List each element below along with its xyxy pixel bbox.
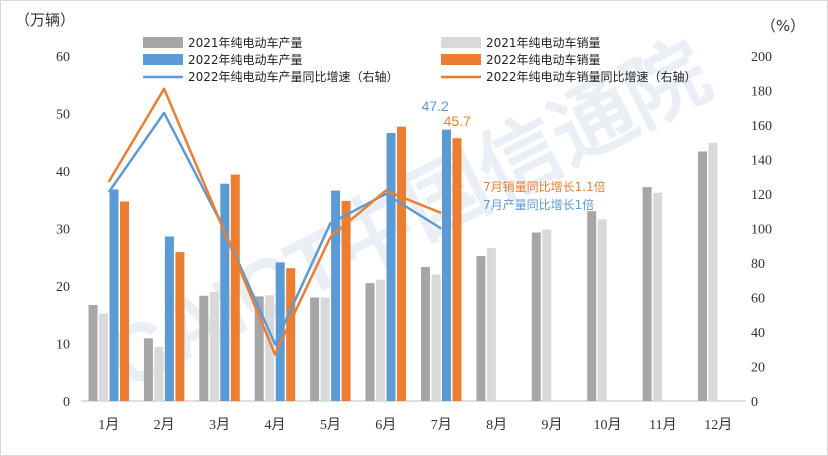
bar-2021年纯电动车销量 <box>265 295 275 401</box>
right-tick-label: 0 <box>751 395 758 410</box>
bar-2021年纯电动车产量 <box>199 295 209 401</box>
bar-2021年纯电动车产量 <box>698 151 707 401</box>
right-tick-label: 60 <box>751 292 765 307</box>
bar-2021年纯电动车销量 <box>320 297 330 401</box>
bar-2022年纯电动车产量 <box>220 183 230 401</box>
annotation: 7月产量同比增长1倍 <box>483 197 594 212</box>
left-tick-label: 10 <box>56 338 70 353</box>
bar-2022年纯电动车销量 <box>397 126 406 401</box>
right-tick-label: 20 <box>751 361 765 376</box>
bar-2021年纯电动车销量 <box>431 274 441 401</box>
legend-swatch <box>441 54 481 65</box>
line-2022年纯电动车销量同比增速（右轴） <box>107 87 442 356</box>
bar-2021年纯电动车销量 <box>597 219 607 401</box>
x-tick-label: 9月 <box>542 417 563 433</box>
bar-2021年纯电动车销量 <box>209 291 219 402</box>
bar-2021年纯电动车产量 <box>642 187 652 401</box>
right-tick-label: 80 <box>751 257 765 272</box>
bar-2021年纯电动车产量 <box>476 256 486 401</box>
x-tick-label: 2月 <box>154 417 175 433</box>
bar-2022年纯电动车销量 <box>286 268 296 401</box>
right-tick-label: 100 <box>751 223 772 238</box>
right-tick-label: 140 <box>751 154 772 169</box>
data-label: 45.7 <box>444 113 471 129</box>
right-tick-label: 120 <box>751 188 772 203</box>
bar-2021年纯电动车产量 <box>88 305 98 401</box>
x-tick-label: 11月 <box>649 417 676 433</box>
legend-label: 2021年纯电动车销量 <box>486 35 601 50</box>
legend-label: 2022年纯电动车销量同比增速（右轴） <box>486 69 697 84</box>
bar-2022年纯电动车产量 <box>442 129 451 401</box>
bar-2022年纯电动车销量 <box>230 174 240 401</box>
bar-2021年纯电动车产量 <box>421 267 430 401</box>
bar-2022年纯电动车销量 <box>175 252 185 401</box>
legend-swatch <box>143 37 183 48</box>
bar-2022年纯电动车产量 <box>164 236 174 401</box>
bar-2022年纯电动车销量 <box>120 201 129 401</box>
bar-2022年纯电动车销量 <box>341 200 351 401</box>
bar-2022年纯电动车销量 <box>452 138 462 401</box>
left-tick-label: 50 <box>56 108 70 123</box>
bar-2021年纯电动车销量 <box>376 279 385 401</box>
bar-2021年纯电动车销量 <box>486 248 496 401</box>
bar-2022年纯电动车产量 <box>331 190 341 401</box>
left-tick-label: 20 <box>56 280 70 295</box>
bar-2021年纯电动车产量 <box>587 211 597 401</box>
right-axis-unit: （%） <box>761 17 805 35</box>
bar-2021年纯电动车销量 <box>154 346 164 401</box>
legend-label: 2022年纯电动车产量同比增速（右轴） <box>188 69 399 84</box>
bar-2021年纯电动车销量 <box>542 229 552 401</box>
right-tick-label: 40 <box>751 326 765 341</box>
legend-swatch <box>143 54 183 65</box>
x-tick-label: 10月 <box>593 417 621 433</box>
left-tick-label: 0 <box>63 395 70 410</box>
legend-label: 2021年纯电动车产量 <box>188 35 303 50</box>
x-tick-label: 7月 <box>431 417 452 433</box>
x-tick-label: 6月 <box>375 417 396 433</box>
bar-2022年纯电动车产量 <box>109 189 119 401</box>
line-2022年纯电动车产量同比增速（右轴） <box>107 111 442 346</box>
bar-2022年纯电动车产量 <box>386 133 396 401</box>
bar-2021年纯电动车产量 <box>143 338 153 401</box>
data-label: 47.2 <box>422 98 449 114</box>
bar-2021年纯电动车产量 <box>254 296 264 401</box>
left-tick-label: 40 <box>56 165 70 180</box>
x-tick-label: 5月 <box>320 417 341 433</box>
left-axis-unit: （万辆） <box>15 11 75 29</box>
bar-2021年纯电动车销量 <box>99 313 108 401</box>
right-tick-label: 180 <box>751 85 772 100</box>
x-tick-label: 12月 <box>704 417 732 433</box>
legend-swatch <box>441 37 481 48</box>
x-tick-label: 1月 <box>98 417 119 433</box>
legend-label: 2022年纯电动车销量 <box>486 52 601 67</box>
right-tick-label: 160 <box>751 119 772 134</box>
bar-2021年纯电动车产量 <box>531 232 541 401</box>
left-tick-label: 30 <box>56 223 70 238</box>
right-tick-label: 200 <box>751 50 772 65</box>
bar-2021年纯电动车销量 <box>708 142 718 402</box>
x-tick-label: 8月 <box>486 417 507 433</box>
annotation: 7月销量同比增长1.1倍 <box>483 179 606 194</box>
left-tick-label: 60 <box>56 50 70 65</box>
legend-label: 2022年纯电动车产量 <box>188 52 303 67</box>
bar-2021年纯电动车产量 <box>310 297 320 401</box>
x-tick-label: 4月 <box>264 417 285 433</box>
bar-2021年纯电动车产量 <box>365 283 375 401</box>
bar-2021年纯电动车销量 <box>653 192 663 401</box>
x-tick-label: 3月 <box>209 417 230 433</box>
